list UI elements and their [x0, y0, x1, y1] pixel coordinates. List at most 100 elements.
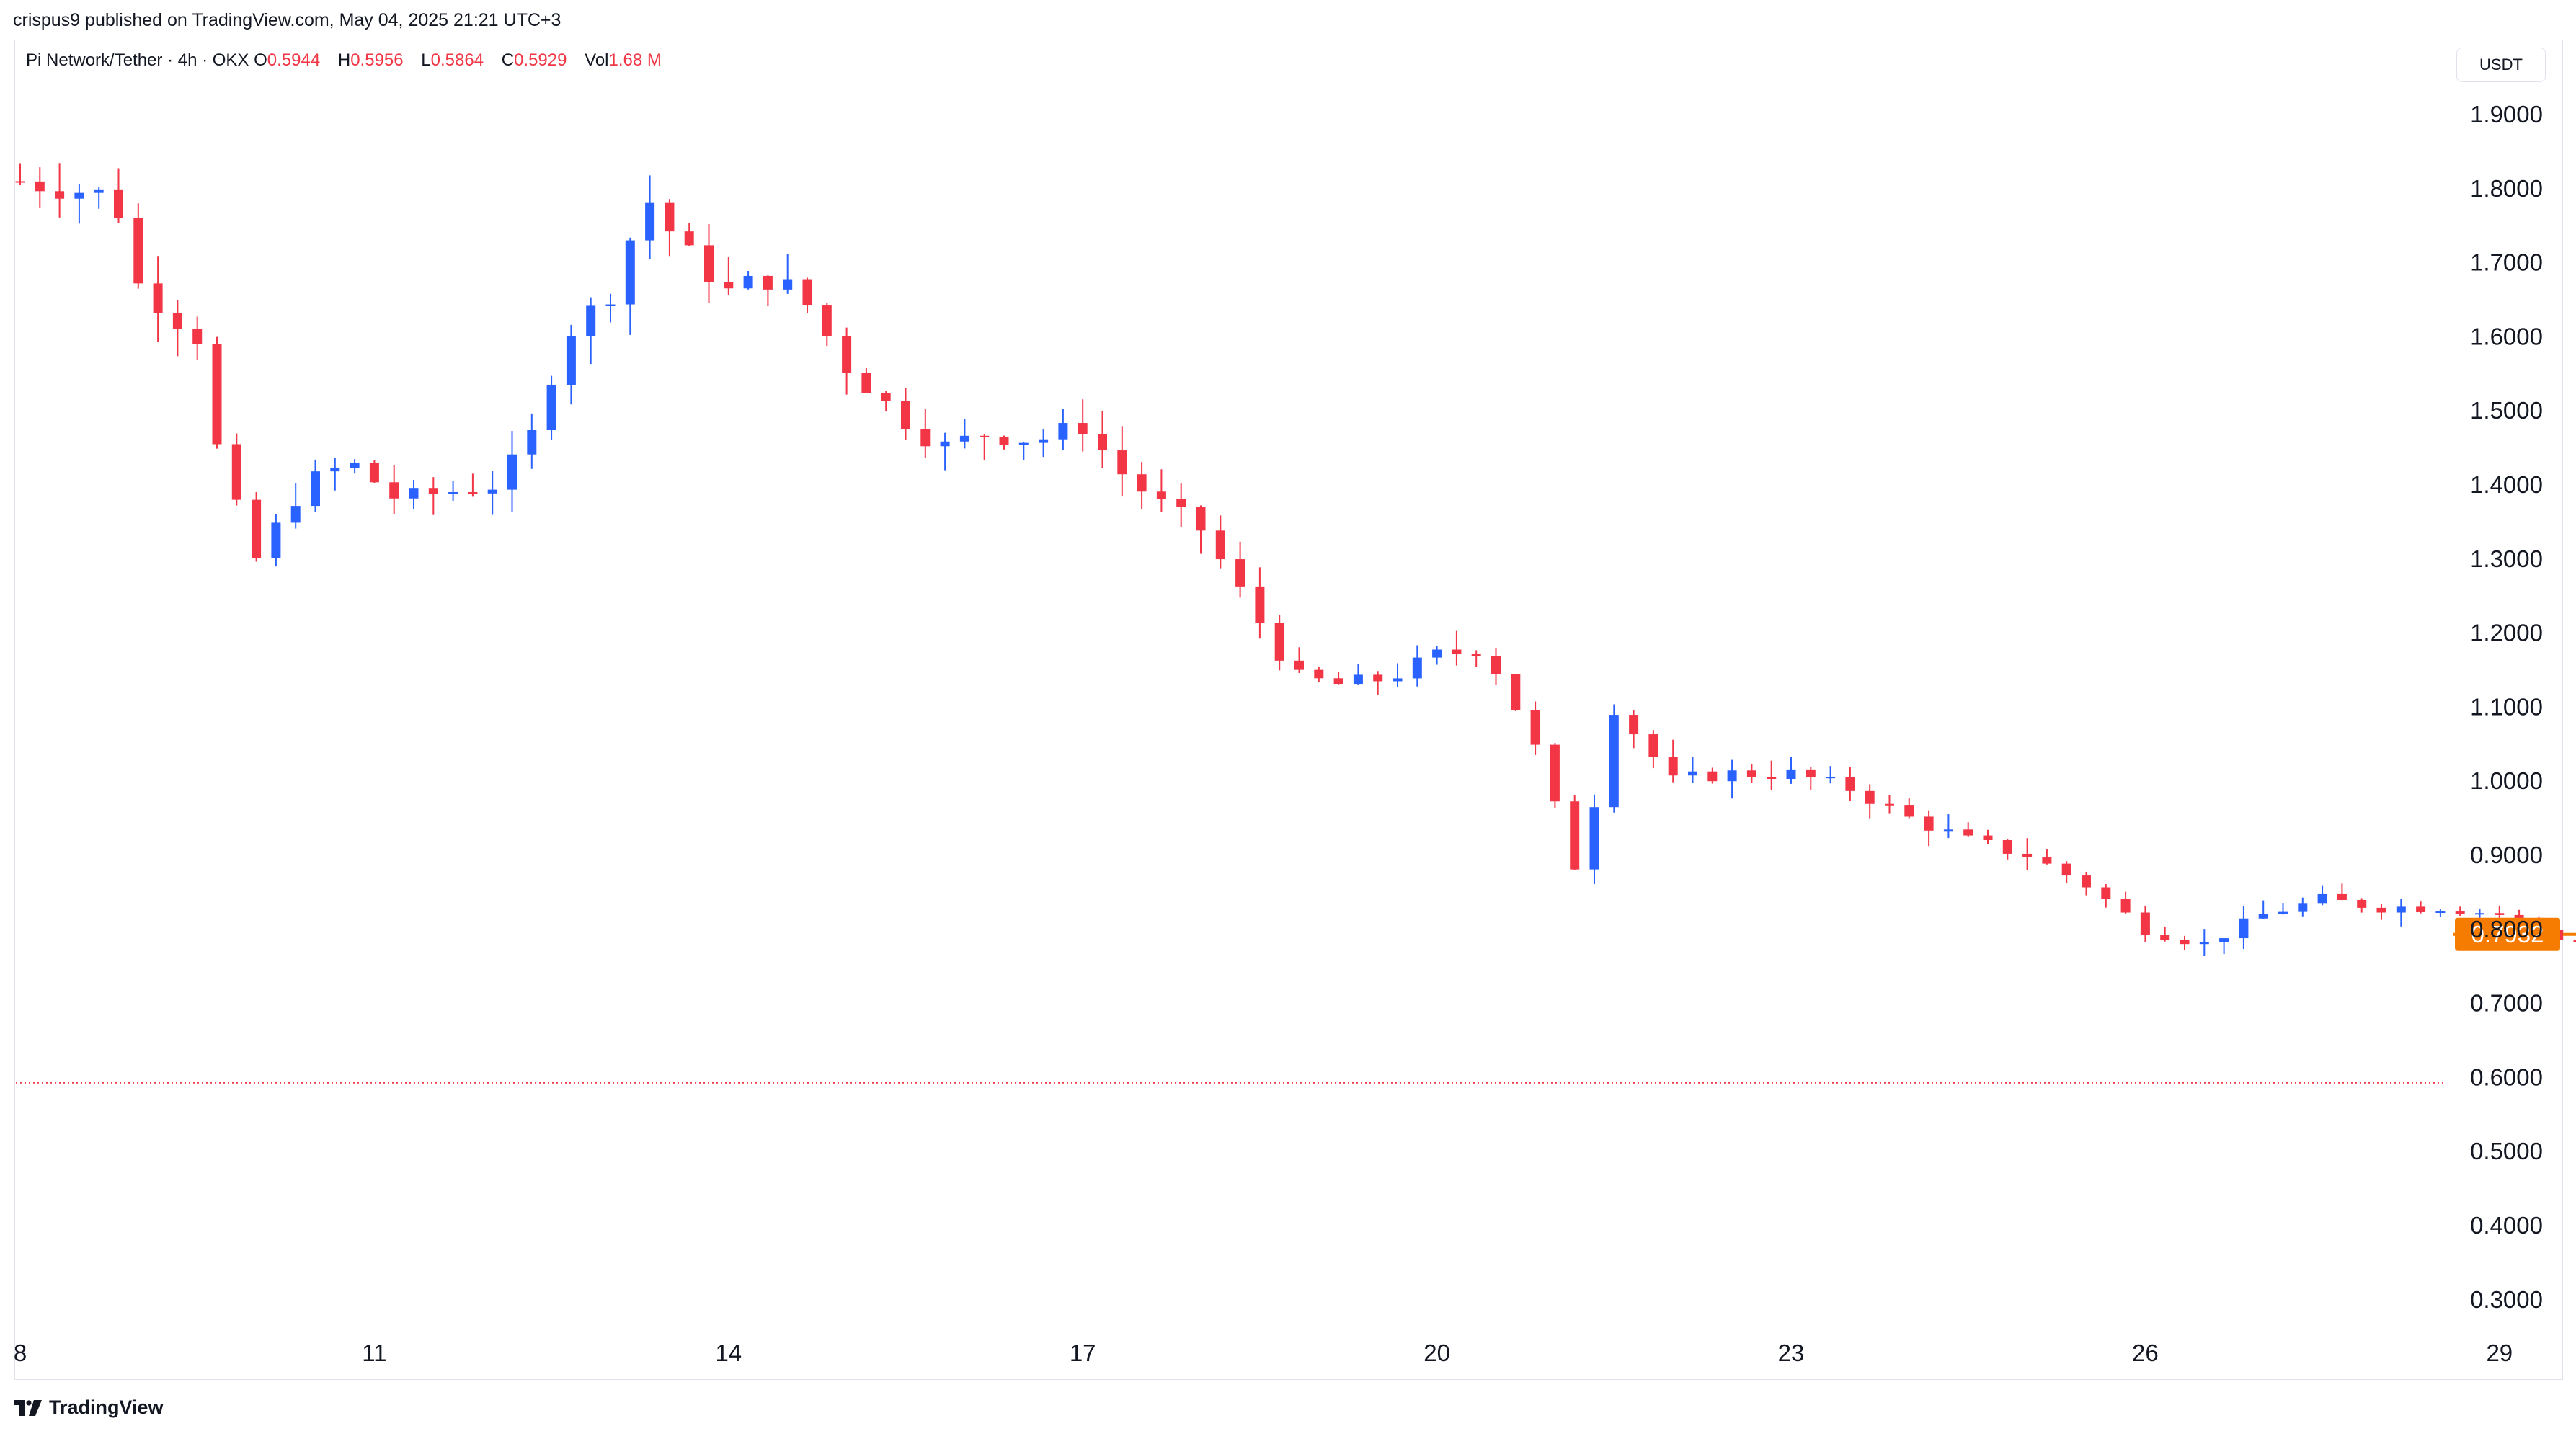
candle-body	[1924, 816, 1934, 831]
candle-body	[271, 522, 281, 558]
candle-body	[330, 468, 340, 472]
candle-body	[2002, 840, 2012, 854]
candle-body	[2514, 914, 2524, 920]
candle-body	[74, 192, 84, 199]
candle-body	[1786, 769, 1796, 779]
candle-body	[1156, 491, 1166, 499]
candle-body	[133, 218, 143, 284]
candle-body	[350, 462, 360, 468]
y-tick-label: 0.9000	[2470, 842, 2543, 868]
candle-body	[1963, 829, 1973, 836]
candle-body	[1727, 770, 1737, 782]
candle-body	[1550, 744, 1560, 802]
volume-label: Vol	[585, 50, 609, 70]
candle-body	[1058, 423, 1068, 440]
candle-body	[2396, 906, 2406, 913]
x-tick-label: 29	[2486, 1339, 2513, 1366]
candle-body	[1432, 649, 1442, 658]
x-tick-label: 14	[715, 1339, 742, 1366]
candle-body	[1412, 657, 1422, 679]
candle-body	[1845, 777, 1855, 791]
candle-body	[1589, 807, 1599, 870]
candle-body	[153, 283, 163, 313]
candle-body	[448, 491, 458, 494]
candle-body	[1353, 674, 1363, 685]
y-tick-label: 0.5000	[2470, 1138, 2543, 1164]
close-value: 0.5929	[514, 50, 567, 70]
candle-body	[2435, 911, 2446, 914]
y-tick-label: 0.4000	[2470, 1212, 2543, 1239]
y-tick-label: 0.8000	[2470, 916, 2543, 942]
tradingview-logo[interactable]: TradingView	[14, 1396, 164, 1419]
candle-body	[1039, 439, 1049, 443]
symbol-name[interactable]: Pi Network/Tether · 4h · OKX	[26, 50, 249, 70]
close-label: C	[501, 50, 515, 70]
candle-body	[311, 471, 320, 507]
candle-body	[546, 384, 556, 431]
currency-button[interactable]: USDT	[2456, 48, 2546, 82]
candle-body	[192, 329, 203, 344]
candle-body	[1570, 801, 1580, 870]
x-tick-label: 20	[1424, 1339, 1450, 1366]
open-label: O	[254, 50, 267, 70]
high-value: 0.5956	[350, 50, 404, 70]
candle-body	[645, 202, 655, 241]
candle-body	[566, 336, 576, 385]
candle-body	[1511, 674, 1521, 710]
candle-body	[369, 462, 379, 483]
candle-body	[2298, 903, 2308, 912]
candle-body	[527, 430, 537, 455]
candle-body	[2258, 914, 2268, 919]
candle-body	[55, 191, 65, 199]
candle-body	[2140, 912, 2150, 936]
candle-body	[625, 240, 635, 305]
candle-body	[704, 245, 714, 282]
candle-body	[1255, 586, 1265, 623]
low-value: 0.5864	[430, 50, 484, 70]
candle-body	[2061, 863, 2071, 876]
symbol-legend[interactable]: Pi Network/Tether · 4h · OKX O0.5944 H0.…	[26, 50, 675, 71]
y-tick-label: 1.6000	[2470, 323, 2543, 349]
candle-body	[2416, 906, 2426, 912]
candle-body	[2082, 875, 2091, 888]
candle-body	[1393, 678, 1403, 682]
candle-body	[1452, 649, 1462, 654]
y-tick-label: 1.5000	[2470, 397, 2543, 424]
volume-value: 1.68 M	[608, 50, 662, 70]
candle-body	[665, 202, 675, 232]
candle-body	[2160, 935, 2170, 940]
y-tick-label: 0.6000	[2470, 1064, 2543, 1090]
candle-body	[940, 441, 950, 447]
y-tick-label: 1.3000	[2470, 545, 2543, 572]
candle-body	[881, 393, 891, 401]
candle-body	[389, 482, 399, 499]
resistance-price-label: 0.7932	[2471, 921, 2544, 948]
candle-body	[1176, 499, 1186, 507]
candle-body	[1806, 769, 1816, 778]
candle-body	[2357, 899, 2367, 908]
candle-body	[802, 279, 812, 306]
candle-body	[2120, 899, 2131, 913]
low-label: L	[421, 50, 431, 70]
publish-header: crispus9 published on TradingView.com, M…	[13, 10, 561, 30]
candle-body	[507, 454, 517, 490]
candle-body	[1098, 434, 1107, 451]
y-tick-label: 1.0000	[2470, 767, 2543, 794]
candle-body	[2101, 887, 2111, 899]
chart-frame	[14, 40, 2563, 1380]
candle-body	[1215, 530, 1225, 560]
y-tick-label: 0.3000	[2470, 1286, 2543, 1313]
candle-body	[822, 305, 832, 336]
candle-body	[2219, 938, 2229, 942]
candle-body	[684, 231, 694, 246]
open-value: 0.5944	[267, 50, 321, 70]
candle-body	[1196, 507, 1206, 531]
candle-body	[920, 429, 931, 447]
candle-body	[1767, 777, 1777, 779]
candle-body	[2376, 907, 2386, 913]
candle-body	[231, 444, 241, 500]
candle-body	[2022, 853, 2033, 857]
resistance-price-tag	[2455, 917, 2560, 951]
candle-body	[2495, 913, 2505, 915]
